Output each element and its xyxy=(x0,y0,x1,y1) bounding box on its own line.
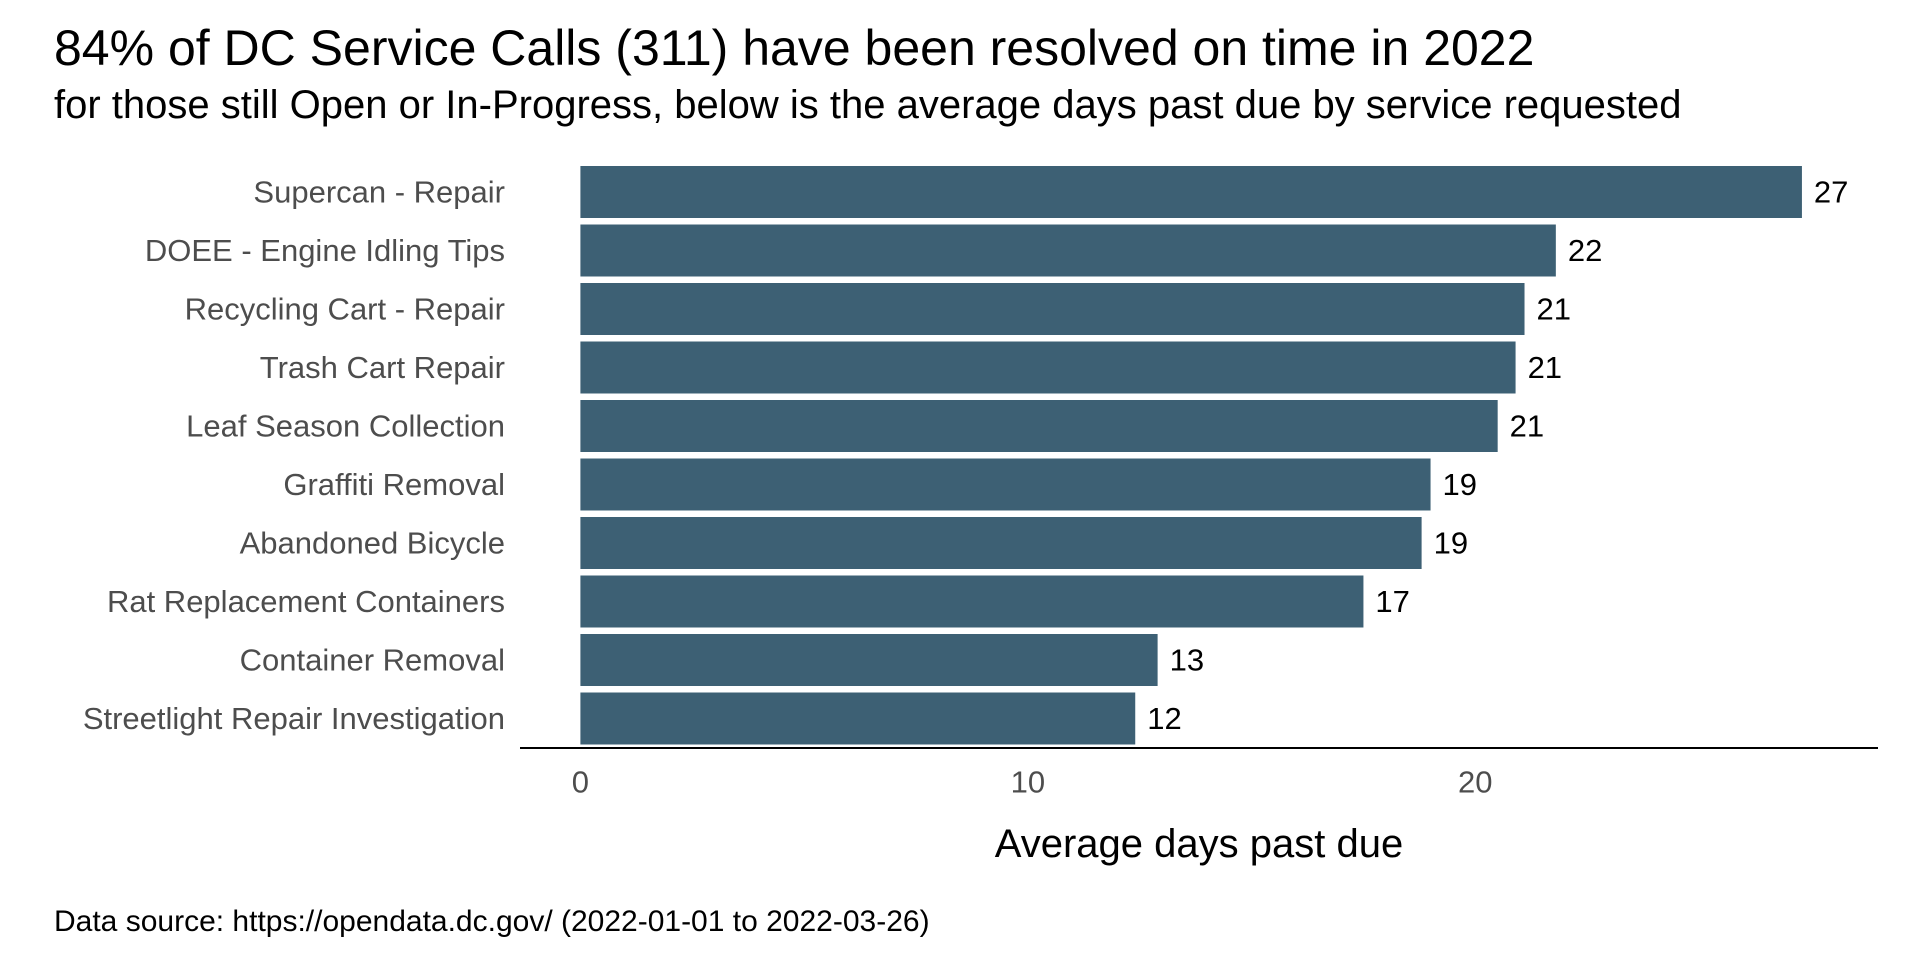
bar xyxy=(580,400,1498,452)
x-tick-label: 10 xyxy=(1011,765,1045,800)
category-label: Recycling Cart - Repair xyxy=(185,292,505,327)
x-tick-label: 0 xyxy=(572,765,589,800)
data-source-caption: Data source: https://opendata.dc.gov/ (2… xyxy=(54,905,930,938)
category-label: Rat Replacement Containers xyxy=(107,584,505,619)
category-label: Leaf Season Collection xyxy=(186,409,505,444)
chart-title: 84% of DC Service Calls (311) have been … xyxy=(54,20,1535,76)
bar xyxy=(580,341,1516,394)
category-label: Container Removal xyxy=(240,643,505,678)
bar xyxy=(580,692,1136,745)
data-label: 12 xyxy=(1147,701,1181,736)
bar xyxy=(580,283,1525,335)
data-label: 21 xyxy=(1537,292,1571,327)
chart-subtitle: for those still Open or In-Progress, bel… xyxy=(54,83,1682,127)
data-label: 21 xyxy=(1528,350,1562,385)
data-label: 17 xyxy=(1375,584,1409,619)
bar xyxy=(580,634,1158,686)
data-label: 21 xyxy=(1510,409,1544,444)
bar xyxy=(580,458,1431,511)
x-tick-label: 20 xyxy=(1458,765,1492,800)
bar-chart: Supercan - Repair 27 DOEE - Engine Idling … xyxy=(83,166,1878,866)
category-label: Graffiti Removal xyxy=(283,467,505,502)
bar xyxy=(580,166,1802,218)
bar xyxy=(580,575,1364,628)
category-label: Streetlight Repair Investigation xyxy=(83,701,505,736)
data-label: 19 xyxy=(1443,467,1477,502)
category-label: Abandoned Bicycle xyxy=(240,526,505,561)
x-axis-title: Average days past due xyxy=(995,822,1403,866)
data-label: 13 xyxy=(1170,643,1204,678)
category-label: DOEE - Engine Idling Tips xyxy=(145,233,505,268)
data-label: 19 xyxy=(1434,526,1468,561)
data-label: 27 xyxy=(1814,175,1848,210)
data-label: 22 xyxy=(1568,233,1602,268)
bar xyxy=(580,517,1422,569)
category-label: Supercan - Repair xyxy=(253,175,505,210)
category-label: Trash Cart Repair xyxy=(260,350,505,385)
bar xyxy=(580,224,1556,277)
